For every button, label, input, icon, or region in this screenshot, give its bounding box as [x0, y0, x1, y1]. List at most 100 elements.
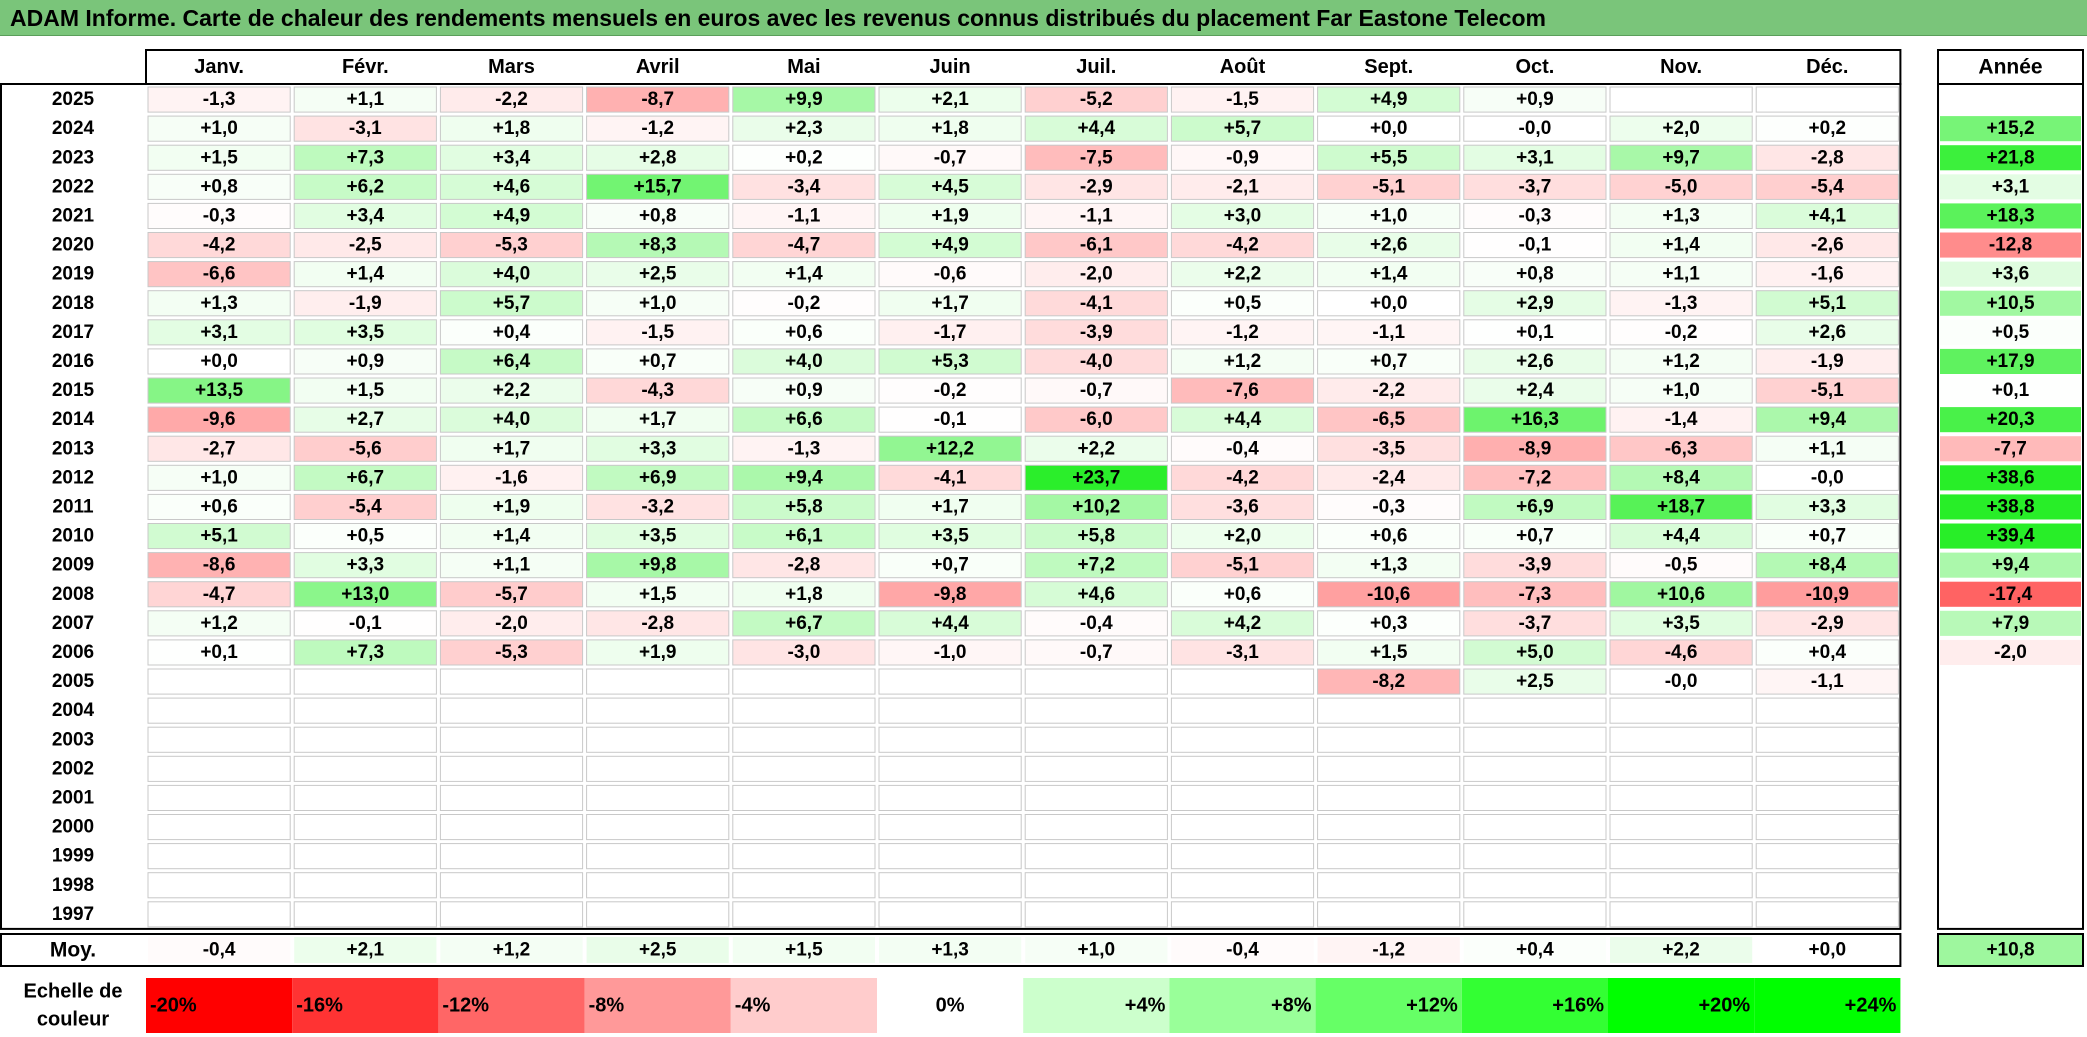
- scale-swatch: [1754, 978, 1901, 1033]
- scale-swatch: [1169, 978, 1316, 1033]
- heatmap-cell: [1609, 319, 1753, 346]
- cell-value: -7,5: [1080, 147, 1113, 168]
- scale-label-value: 0%: [936, 995, 965, 1017]
- cell-value: +4,4: [1662, 526, 1700, 547]
- heatmap-cell: [1755, 464, 1899, 491]
- heatmap-cell: [439, 232, 584, 259]
- heatmap-cell: [878, 232, 1022, 259]
- cell-value: -0,1: [349, 613, 382, 634]
- heatmap-cell: [1463, 319, 1607, 346]
- cell-value: -1,3: [1665, 293, 1698, 314]
- cell-value: -2,7: [203, 438, 236, 459]
- heatmap-cell: [1609, 406, 1753, 433]
- cell-value: +13,0: [341, 584, 389, 605]
- heatmap-cell: [586, 348, 730, 375]
- annual-value: +9,4: [1992, 555, 2030, 576]
- heatmap-cell: [1463, 202, 1607, 229]
- cell-value: -0,7: [934, 147, 967, 168]
- cell-value: -9,8: [934, 584, 967, 605]
- year-label-2018: 2018: [52, 293, 94, 314]
- heatmap-cell: [147, 435, 291, 462]
- heatmap-cell: [1024, 726, 1168, 753]
- heatmap-cell: [586, 668, 730, 695]
- heatmap-cell: [293, 435, 437, 462]
- cell-value: -1,5: [641, 322, 674, 343]
- month-header-1: Janv.: [194, 56, 244, 78]
- heatmap-cell: [147, 755, 291, 782]
- heatmap-cell: [1463, 173, 1607, 200]
- cell-value: +4,2: [1224, 613, 1262, 634]
- heatmap-cell: [147, 464, 291, 491]
- cell-value: -1,9: [349, 293, 382, 314]
- cell-value: +4,9: [931, 235, 969, 256]
- cell-value: +1,8: [785, 584, 823, 605]
- heatmap-cell: [1609, 173, 1753, 200]
- heatmap-cell: [1024, 493, 1168, 520]
- cell-value: +4,4: [1224, 409, 1262, 430]
- heatmap-cell: [732, 261, 876, 288]
- heatmap-cell: [1463, 115, 1607, 142]
- heatmap-cell: [1024, 406, 1168, 433]
- heatmap-cell: [1609, 610, 1753, 637]
- heatmap-cell: [732, 639, 876, 666]
- heatmap-cell: [1170, 202, 1315, 229]
- heatmap-cell: [1755, 202, 1899, 229]
- heatmap-cell: [1463, 610, 1607, 637]
- heatmap-cell: [1170, 755, 1315, 782]
- heatmap-cell: [1463, 668, 1607, 695]
- heatmap-cell: [1024, 232, 1168, 259]
- cell-value: +0,0: [1370, 293, 1408, 314]
- heatmap-cell: [878, 319, 1022, 346]
- annual-value: +20,3: [1986, 409, 2034, 430]
- heatmap-cell: [586, 814, 730, 841]
- year-label-2012: 2012: [52, 467, 94, 488]
- cell-value: +3,0: [1224, 205, 1262, 226]
- annual-cell: [1940, 436, 2081, 462]
- heatmap-cell: [586, 523, 730, 550]
- average-cell: [1610, 937, 1753, 963]
- annual-cell: [1940, 610, 2081, 636]
- cell-value: +0,7: [1809, 526, 1847, 547]
- month-header-7: Juil.: [1076, 56, 1116, 78]
- heatmap-cell: [293, 872, 437, 899]
- cell-value: +4,0: [785, 351, 823, 372]
- cell-value: +4,0: [493, 409, 531, 430]
- year-label-2000: 2000: [52, 817, 94, 838]
- heatmap-cell: [1317, 639, 1461, 666]
- average-cell: [1317, 937, 1460, 963]
- heatmap-cell: [878, 173, 1022, 200]
- heatmap-cell: [1170, 843, 1315, 870]
- year-label-2023: 2023: [52, 147, 94, 168]
- cell-value: +0,7: [1516, 526, 1554, 547]
- cell-value: +1,0: [1662, 380, 1700, 401]
- cell-value: +9,7: [1662, 147, 1700, 168]
- heatmap-cell: [1317, 202, 1461, 229]
- heatmap-cell: [1317, 726, 1461, 753]
- scale-label-value: -20%: [150, 995, 197, 1017]
- heatmap-cell: [1755, 843, 1899, 870]
- average-cell: [1025, 937, 1168, 963]
- cell-value: +0,3: [1370, 613, 1408, 634]
- cell-value: +1,4: [1370, 264, 1408, 285]
- annual-value: -12,8: [1989, 235, 2032, 256]
- heatmap-cell: [439, 319, 584, 346]
- heatmap-cell: [732, 755, 876, 782]
- cell-value: +16,3: [1511, 409, 1559, 430]
- annual-value: +0,1: [1992, 380, 2030, 401]
- cell-value: +23,7: [1072, 467, 1120, 488]
- annual-cell: [1940, 756, 2081, 782]
- annual-header: Année: [1978, 56, 2042, 79]
- cell-value: -1,6: [1811, 264, 1844, 285]
- average-label: Moy.: [50, 939, 96, 962]
- heatmap-cell: [1024, 290, 1168, 317]
- year-label-2004: 2004: [52, 700, 95, 721]
- cell-value: -1,1: [1372, 322, 1405, 343]
- heatmap-cell: [586, 784, 730, 812]
- scale-swatch: [1608, 978, 1755, 1033]
- cell-value: +2,6: [1809, 322, 1847, 343]
- year-label-2022: 2022: [52, 176, 94, 197]
- cell-value: +1,7: [639, 409, 677, 430]
- heatmap-cell: [1755, 319, 1899, 346]
- heatmap-cell: [439, 872, 584, 899]
- scale-label-value: +8%: [1271, 995, 1312, 1017]
